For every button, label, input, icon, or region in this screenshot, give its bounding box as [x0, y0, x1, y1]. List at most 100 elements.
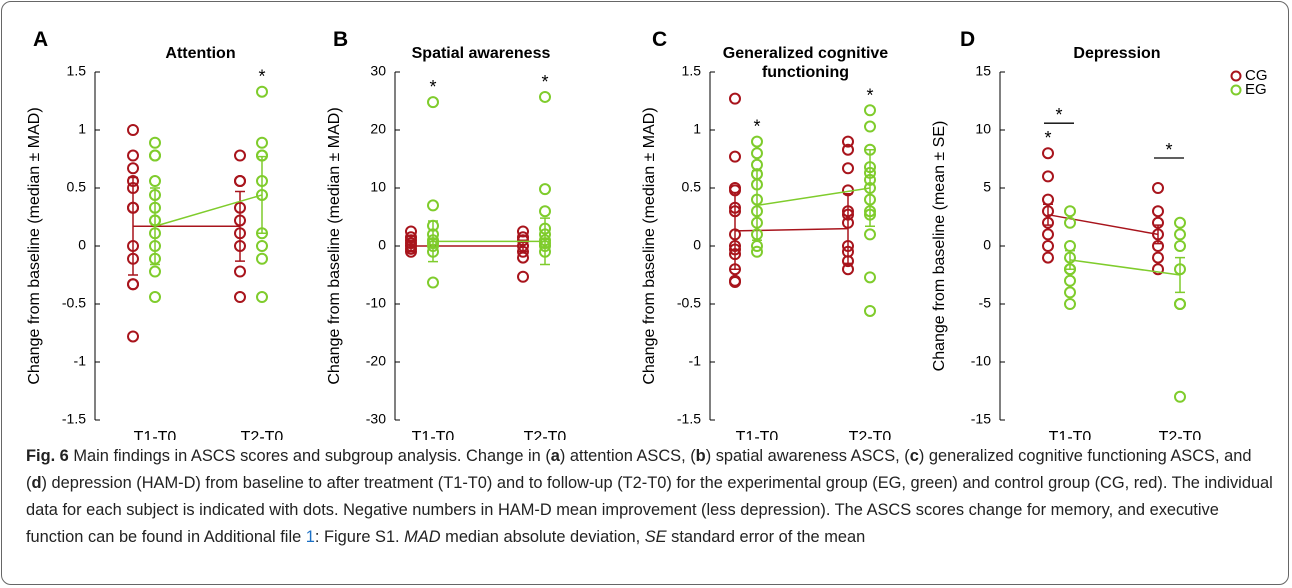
data-point [751, 240, 763, 252]
data-point [1174, 298, 1186, 310]
data-point [864, 193, 876, 206]
legend-marker [1230, 70, 1242, 82]
y-tick-label: -20 [366, 353, 386, 369]
data-point [517, 245, 529, 258]
significance-star: * [1055, 105, 1062, 125]
data-point [256, 188, 268, 201]
data-point [751, 147, 763, 160]
panel: D Depression Change from baseline (mean ± … [931, 28, 1267, 440]
data-point [427, 228, 439, 241]
data-point [1064, 274, 1076, 287]
y-tick-label: 10 [975, 121, 991, 137]
data-point [127, 175, 139, 188]
data-point [729, 275, 741, 288]
data-point [751, 216, 763, 229]
data-point [864, 205, 876, 218]
y-tick-label: 0.5 [682, 179, 702, 195]
data-point [149, 291, 161, 304]
legend-label: EG [1245, 81, 1267, 98]
data-point [127, 149, 139, 162]
data-point [1042, 193, 1054, 206]
data-point [729, 201, 741, 214]
data-point [864, 143, 876, 156]
caption-run: d [31, 474, 42, 492]
data-point [517, 270, 529, 283]
y-tick-label: 1 [78, 121, 86, 137]
data-point [234, 240, 246, 252]
caption-link[interactable]: 1 [305, 528, 315, 546]
data-point [234, 149, 246, 162]
center-line [756, 187, 871, 207]
data-point [127, 330, 139, 343]
data-point [842, 205, 854, 218]
data-point [149, 136, 161, 149]
caption-run: : Figure S1. [314, 528, 405, 546]
panel-title: Spatial awareness [411, 45, 551, 62]
data-point [1064, 298, 1076, 310]
x-tick-label: T2-T0 [1159, 429, 1202, 440]
data-point [149, 265, 161, 278]
significance-star: * [258, 67, 265, 87]
data-point [539, 222, 551, 235]
data-point [149, 214, 161, 227]
data-point [864, 173, 876, 186]
data-point [864, 208, 876, 221]
panel-title: Depression [1073, 45, 1161, 62]
y-tick-label: 0 [983, 237, 991, 253]
data-point [1152, 216, 1164, 229]
legend-marker [1230, 84, 1242, 96]
data-point [1042, 147, 1054, 160]
caption-run: a [550, 447, 560, 465]
y-tick-label: -5 [979, 295, 992, 311]
x-tick-label: T2-T0 [849, 429, 892, 440]
data-point [234, 175, 246, 188]
data-point [729, 205, 741, 218]
y-tick-label: -30 [366, 411, 386, 427]
caption-run: ) attention ASCS, ( [559, 447, 696, 465]
data-point [751, 228, 763, 241]
caption-run: standard error of the mean [666, 528, 866, 546]
panel: B Spatial awareness Change from baseline (… [326, 28, 566, 440]
data-point [1064, 251, 1076, 264]
data-point [1042, 170, 1054, 183]
data-point [729, 263, 741, 276]
data-point [256, 175, 268, 188]
y-tick-label: -1 [74, 353, 87, 369]
panel-title: Attention [165, 45, 236, 62]
caption-run: Fig. 6 [26, 447, 69, 465]
data-point [1064, 286, 1076, 299]
x-tick-label: T1-T0 [412, 429, 455, 440]
data-point [256, 252, 268, 265]
data-point [1042, 205, 1054, 218]
data-point [256, 291, 268, 304]
data-point [427, 199, 439, 212]
data-point [149, 252, 161, 265]
data-point [405, 225, 417, 238]
data-point [427, 219, 439, 232]
data-point [149, 201, 161, 214]
panel-letter: A [33, 28, 48, 51]
data-point [427, 240, 439, 252]
data-point [864, 104, 876, 117]
data-point [234, 291, 246, 304]
title-box: Depression [1073, 45, 1161, 62]
data-point [842, 208, 854, 221]
data-point [149, 227, 161, 240]
title-box: Attention [165, 45, 236, 62]
y-axis-label: Change from baseline (median ± MAD) [641, 107, 658, 384]
data-point [864, 271, 876, 284]
center-line [734, 227, 849, 232]
data-point [1152, 205, 1164, 218]
data-point [1174, 216, 1186, 229]
y-tick-label: 20 [370, 121, 386, 137]
panel-title: Generalized cognitive functioning [722, 45, 889, 81]
data-point [729, 243, 741, 256]
center-line [1047, 213, 1159, 236]
data-point [864, 304, 876, 317]
data-point [127, 182, 139, 194]
data-point [1152, 263, 1164, 276]
data-point [539, 228, 551, 241]
data-point [1152, 240, 1164, 252]
caption-run: ) depression (HAM-D) from baseline to af… [26, 474, 1273, 546]
data-point [1174, 240, 1186, 252]
